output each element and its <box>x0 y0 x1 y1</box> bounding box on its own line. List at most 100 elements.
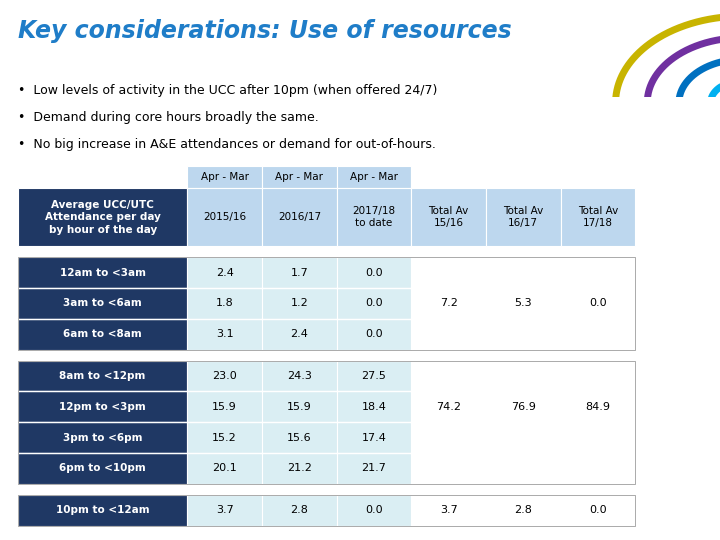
Text: 27.5: 27.5 <box>361 371 387 381</box>
Bar <box>486 258 561 288</box>
Text: 3.7: 3.7 <box>216 505 233 515</box>
Bar <box>411 319 486 349</box>
Bar <box>561 188 635 246</box>
Text: 15.6: 15.6 <box>287 433 312 442</box>
Bar <box>18 319 187 349</box>
Bar <box>337 495 411 525</box>
Bar <box>337 392 411 422</box>
Bar <box>18 453 187 484</box>
Text: 1.7: 1.7 <box>290 268 308 278</box>
Bar <box>411 392 486 422</box>
Text: 2.8: 2.8 <box>514 505 532 515</box>
Bar <box>18 361 635 484</box>
Text: 6pm to <10pm: 6pm to <10pm <box>59 463 146 473</box>
Bar <box>486 361 561 392</box>
Text: Total Av
15/16: Total Av 15/16 <box>428 206 469 228</box>
Bar <box>187 361 262 392</box>
Bar <box>262 361 337 392</box>
Bar <box>18 495 187 525</box>
Bar <box>561 288 635 319</box>
Bar <box>561 258 635 288</box>
Text: 17.4: 17.4 <box>361 433 387 442</box>
Text: 2.8: 2.8 <box>290 505 308 515</box>
Bar <box>187 495 262 525</box>
Text: 15.9: 15.9 <box>212 402 237 412</box>
Text: 0.0: 0.0 <box>365 329 383 339</box>
Bar <box>411 361 486 392</box>
Text: 0.0: 0.0 <box>365 505 383 515</box>
Text: Apr - Mar: Apr - Mar <box>350 172 398 182</box>
Bar <box>337 453 411 484</box>
Bar <box>486 166 561 188</box>
Text: 15.2: 15.2 <box>212 433 237 442</box>
Text: 76.9: 76.9 <box>510 402 536 412</box>
Bar <box>337 319 411 349</box>
Bar <box>18 495 635 525</box>
Bar <box>18 166 187 188</box>
Text: 2.4: 2.4 <box>290 329 308 339</box>
Bar <box>337 188 411 246</box>
Bar <box>561 166 635 188</box>
Text: 12am to <3am: 12am to <3am <box>60 268 145 278</box>
Text: 10pm to <12am: 10pm to <12am <box>56 505 150 515</box>
Bar <box>18 392 187 422</box>
Bar <box>18 422 187 453</box>
Bar <box>561 422 635 453</box>
Text: •  Demand during core hours broadly the same.: • Demand during core hours broadly the s… <box>18 111 319 124</box>
Text: 3.7: 3.7 <box>440 505 457 515</box>
Text: 5.3: 5.3 <box>515 299 532 308</box>
Bar <box>337 258 411 288</box>
Bar <box>337 288 411 319</box>
Bar <box>411 258 486 288</box>
Text: 2016/17: 2016/17 <box>278 212 321 222</box>
Text: 24.3: 24.3 <box>287 371 312 381</box>
Bar <box>262 422 337 453</box>
Text: 3am to <6am: 3am to <6am <box>63 299 142 308</box>
Bar <box>561 495 635 525</box>
Bar <box>337 166 411 188</box>
Text: 18.4: 18.4 <box>361 402 387 412</box>
Bar <box>187 258 262 288</box>
Text: 2017/18
to date: 2017/18 to date <box>352 206 395 228</box>
Bar <box>337 361 411 392</box>
Text: 0.0: 0.0 <box>365 268 383 278</box>
Bar <box>262 258 337 288</box>
Text: 15.9: 15.9 <box>287 402 312 412</box>
Text: 21.7: 21.7 <box>361 463 387 473</box>
Bar <box>262 392 337 422</box>
Bar <box>262 453 337 484</box>
Bar <box>187 319 262 349</box>
Text: •  Low levels of activity in the UCC after 10pm (when offered 24/7): • Low levels of activity in the UCC afte… <box>18 84 437 97</box>
Text: 3pm to <6pm: 3pm to <6pm <box>63 433 143 442</box>
Bar <box>411 188 486 246</box>
Bar <box>262 495 337 525</box>
Text: •  No big increase in A&E attendances or demand for out-of-hours.: • No big increase in A&E attendances or … <box>18 138 436 151</box>
Text: 21.2: 21.2 <box>287 463 312 473</box>
Text: 0.0: 0.0 <box>589 505 607 515</box>
Bar <box>486 422 561 453</box>
Text: 74.2: 74.2 <box>436 402 461 412</box>
Bar <box>486 319 561 349</box>
Text: 0.0: 0.0 <box>589 299 607 308</box>
Text: 2015/16: 2015/16 <box>203 212 246 222</box>
Text: 23.0: 23.0 <box>212 371 237 381</box>
Bar <box>411 288 486 319</box>
Bar <box>486 288 561 319</box>
Bar <box>187 422 262 453</box>
Text: Total Av
17/18: Total Av 17/18 <box>577 206 618 228</box>
Text: 2.4: 2.4 <box>216 268 233 278</box>
Bar <box>18 258 635 349</box>
Text: 0.0: 0.0 <box>365 299 383 308</box>
Text: Total Av
16/17: Total Av 16/17 <box>503 206 544 228</box>
Text: 12pm to <3pm: 12pm to <3pm <box>59 402 146 412</box>
Bar <box>486 495 561 525</box>
Text: 6am to <8am: 6am to <8am <box>63 329 142 339</box>
Bar <box>337 422 411 453</box>
Text: 3.1: 3.1 <box>216 329 233 339</box>
Bar <box>18 361 187 392</box>
Bar <box>18 188 187 246</box>
Text: Key considerations: Use of resources: Key considerations: Use of resources <box>18 19 512 43</box>
Text: 8am to <12pm: 8am to <12pm <box>60 371 146 381</box>
Bar <box>262 319 337 349</box>
Bar <box>486 392 561 422</box>
